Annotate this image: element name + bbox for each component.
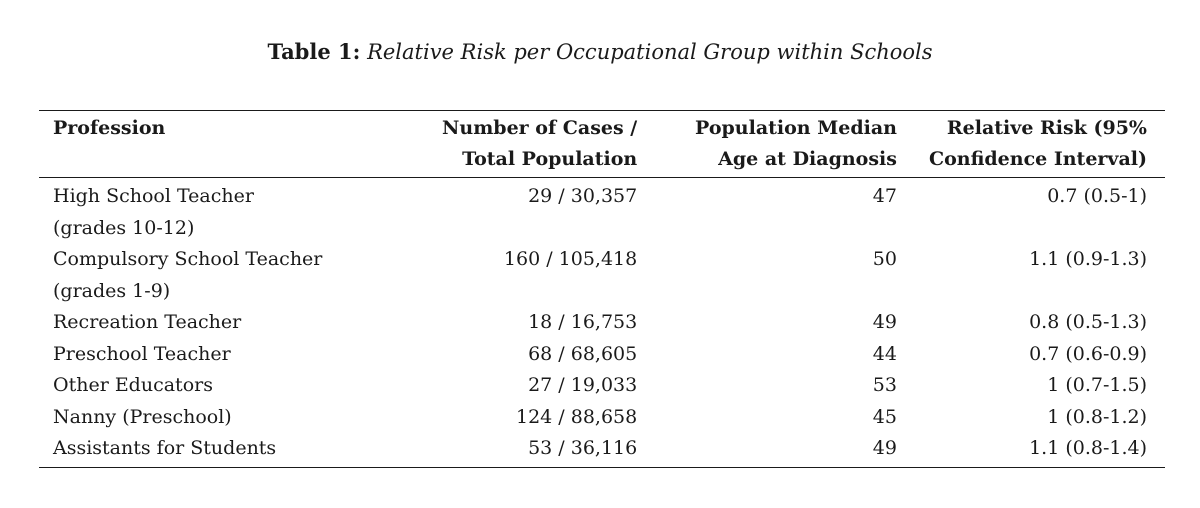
header-profession: Profession [53,117,166,139]
cell-relative-risk: 1.1 (0.9-1.3) [1029,248,1147,270]
cell-cases: 29 / 30,357 [528,185,638,207]
header-cases: Number of Cases / Total Population [442,117,638,170]
relative-risk-table: Profession Number of Cases / Total Popul… [39,110,1165,468]
table-row: Nanny (Preschool) 124 / 88,658 45 1 (0.8-1.… [39,402,1165,434]
cell-relative-risk: 1 (0.8-1.2) [1047,405,1147,428]
profession-name: Other Educators [53,374,213,396]
cell-median-age: 47 [872,185,897,207]
cell-median-age: 49 [872,437,897,459]
cell-median-age: 53 [872,374,897,396]
cell-relative-risk: 1.1 (0.8-1.4) [1029,437,1147,459]
table-row: Assistants for Students 53 / 36,116 49 1.1 … [39,433,1165,467]
profession-detail: (grades 1-9) [53,279,171,302]
cell-profession: Compulsory School Teacher (grades 1-9) [39,244,387,307]
cell-relative-risk: 0.7 (0.6-0.9) [1029,342,1147,365]
table-row: Recreation Teacher 18 / 16,753 49 0.8 (0.5-… [39,307,1165,339]
cell-relative-risk: 0.8 (0.5-1.3) [1029,311,1147,333]
cell-cases: 53 / 36,116 [528,437,638,459]
cell-median-age: 44 [872,342,897,365]
cell-profession: High School Teacher (grades 10-12) [39,178,387,245]
cell-profession: Preschool Teacher [39,339,387,371]
cell-relative-risk: 0.7 (0.5-1) [1047,185,1147,207]
header-median-age: Population Median Age at Diagnosis [695,117,897,170]
cell-profession: Recreation Teacher [39,307,387,339]
cell-median-age: 50 [872,248,897,270]
table-row: Compulsory School Teacher (grades 1-9) 160… [39,244,1165,307]
cell-median-age: 45 [872,405,897,428]
table-row: High School Teacher (grades 10-12) 29 / 30… [39,177,1165,245]
cell-cases: 27 / 19,033 [528,374,638,396]
profession-name: Compulsory School Teacher [53,248,323,270]
profession-name: High School Teacher [53,185,254,207]
profession-name: Assistants for Students [53,437,277,459]
caption-label: Table 1: [267,39,361,64]
profession-name: Recreation Teacher [53,311,242,333]
cell-cases: 68 / 68,605 [528,342,638,365]
table-body: High School Teacher (grades 10-12) 29 / 30… [39,177,1165,467]
cell-cases: 160 / 105,418 [503,248,638,270]
cell-profession: Assistants for Students [39,433,387,467]
profession-name: Nanny (Preschool) [53,405,232,428]
cell-profession: Other Educators [39,370,387,402]
table-row: Preschool Teacher 68 / 68,605 44 0.7 (0.6-0… [39,339,1165,371]
table-caption: Table 1: Relative Risk per Occupational … [0,38,1200,66]
cell-profession: Nanny (Preschool) [39,402,387,434]
cell-median-age: 49 [872,311,897,333]
cell-cases: 124 / 88,658 [516,405,638,428]
cell-cases: 18 / 16,753 [528,311,638,333]
header-relative-risk: Relative Risk (95% Confidence Interval) [928,117,1147,170]
table-header-row: Profession Number of Cases / Total Popul… [39,110,1165,178]
profession-detail: (grades 10-12) [53,216,195,239]
profession-name: Preschool Teacher [53,342,231,365]
caption-title: Relative Risk per Occupational Group wit… [367,40,933,64]
table-row: Other Educators 27 / 19,033 53 1 (0.7-1.5) [39,370,1165,402]
cell-relative-risk: 1 (0.7-1.5) [1047,374,1147,396]
